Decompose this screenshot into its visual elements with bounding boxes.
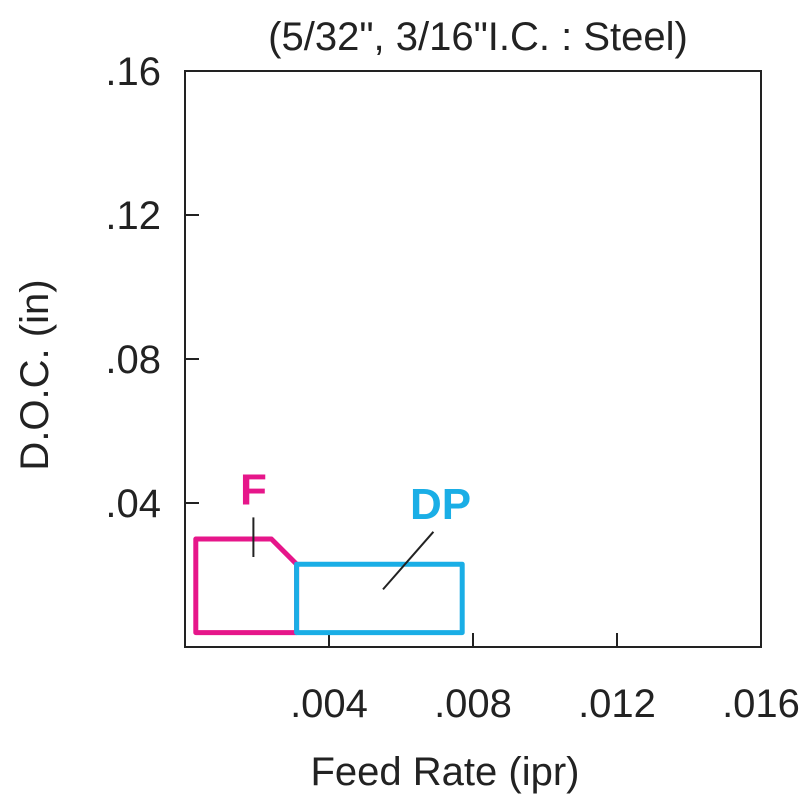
x-axis: .004 .008 .012 .016 xyxy=(290,633,800,726)
region-dp-leader xyxy=(382,531,435,591)
region-f-label: F xyxy=(240,466,267,515)
x-tick-label: .004 xyxy=(290,682,368,726)
x-axis-label: Feed Rate (ipr) xyxy=(311,750,580,794)
y-axis: .04 .08 .12 .16 xyxy=(105,50,199,526)
region-f-outline xyxy=(193,536,300,636)
x-tick-label: .012 xyxy=(578,682,656,726)
y-tick-label: .12 xyxy=(105,194,161,238)
y-tick-label: .08 xyxy=(105,338,161,382)
y-axis-label: D.O.C. (in) xyxy=(13,279,57,470)
y-tick-label: .04 xyxy=(105,482,161,526)
region-dp-outline xyxy=(294,561,465,636)
y-tick-label: .16 xyxy=(105,50,161,94)
regions: F DP xyxy=(193,466,471,636)
plot-frame xyxy=(184,70,762,648)
x-tick-label: .008 xyxy=(434,682,512,726)
region-dp-label: DP xyxy=(410,480,471,529)
chart-title: (5/32", 3/16"I.C. : Steel) xyxy=(268,15,688,59)
x-tick-label: .016 xyxy=(722,682,800,726)
